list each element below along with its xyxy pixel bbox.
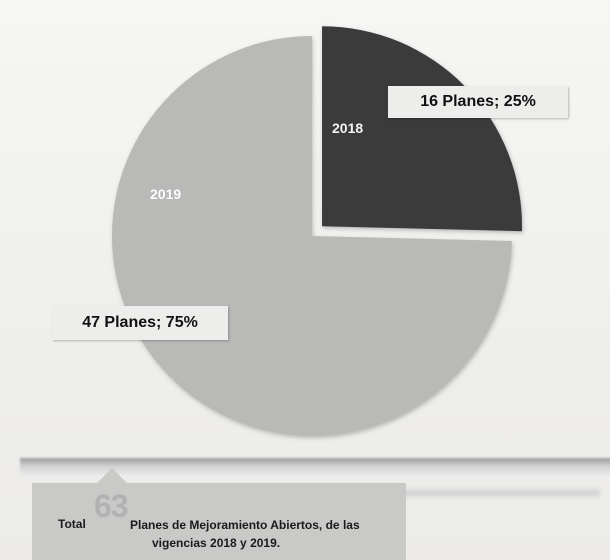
caption-line-1: Planes de Mejoramiento Abiertos, de las [130, 518, 360, 532]
pie-slice-2018 [322, 26, 523, 232]
data-label-2018: 16 Planes; 25% [388, 86, 568, 118]
page-fold-shadow [20, 458, 610, 476]
caption-callout: Total 63 Planes de Mejoramiento Abiertos… [32, 483, 406, 560]
caption-line-2: vigencias 2018 y 2019. [152, 536, 281, 550]
slice-category-label-2018: 2018 [332, 120, 364, 136]
pie-chart [111, 26, 523, 436]
caption-total-number: 63 [94, 488, 129, 524]
slice-category-label-2019: 2019 [150, 186, 182, 202]
caption-callout-pointer [96, 468, 128, 484]
data-label-2019: 47 Planes; 75% [52, 306, 228, 340]
caption-total-word: Total [58, 517, 86, 531]
